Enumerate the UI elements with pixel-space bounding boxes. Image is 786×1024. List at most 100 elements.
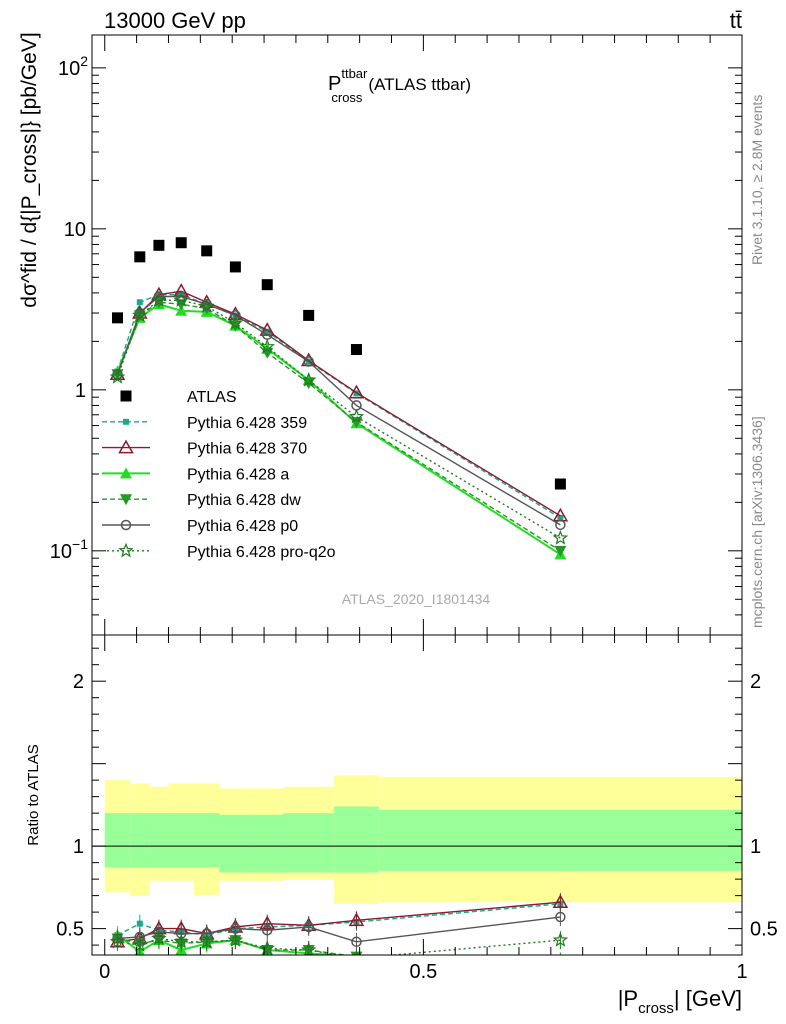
main-point-s4-9 xyxy=(554,545,567,557)
ratio-point-s5-7 xyxy=(300,941,317,955)
main-point-s6-4 xyxy=(198,298,215,313)
ratio-point-s1-8 xyxy=(348,912,365,927)
main-point-s6-6 xyxy=(259,338,275,354)
main-series-layer xyxy=(109,237,569,560)
ratio-ytick-label-left-2: 2 xyxy=(73,671,84,693)
title-sub: cross xyxy=(331,90,363,105)
main-point-s5-5 xyxy=(230,310,241,321)
ratio-point-s5-0 xyxy=(109,933,126,949)
main-point-s4-0 xyxy=(111,369,124,381)
legend-label-6: Pythia 6.428 pro-q2o xyxy=(187,544,336,561)
legend-marker-5 xyxy=(120,519,132,531)
xlabel-suffix: | [GeV] xyxy=(674,986,742,1011)
main-ytick-label-3: 102 xyxy=(58,53,88,80)
main-point-s0-0 xyxy=(111,312,123,324)
ratio-point-s5-1 xyxy=(132,936,148,952)
ratio-inner-band-7 xyxy=(283,813,335,873)
svg-text:dσ^fid / d{|P_cross|} [pb/GeV]: dσ^fid / d{|P_cross|} [pb/GeV] xyxy=(18,32,41,307)
ratio-series-line-2 xyxy=(116,934,348,955)
legend-label-4: Pythia 6.428 dw xyxy=(187,492,301,509)
ratio-ytick-label-right-0: 0.5 xyxy=(750,919,778,941)
legend-marker-0 xyxy=(120,390,132,402)
ratio-series-layer xyxy=(109,893,569,955)
ratio-point-s4-9 xyxy=(555,911,566,923)
ratio-inner-band-9 xyxy=(378,809,742,871)
ratio-point-s5-5 xyxy=(227,932,244,947)
main-point-s6-1 xyxy=(132,307,148,323)
ylabel-text: dσ^fid / d{|P_cross|} [pb/GeV] xyxy=(18,32,41,307)
ratio-point-s4-6 xyxy=(261,925,273,936)
ratio-point-s4-7 xyxy=(303,921,314,933)
main-point-s5-3 xyxy=(175,291,187,302)
ratio-inner-band-4 xyxy=(193,813,220,868)
main-point-s0-1 xyxy=(134,251,146,263)
title-suffix: (ATLAS ttbar) xyxy=(368,75,471,94)
ratio-ytick-label-right-2: 2 xyxy=(750,671,761,693)
title-main: P xyxy=(328,73,341,95)
main-point-s6-5 xyxy=(227,314,244,330)
main-point-s0-8 xyxy=(350,344,362,356)
ratio-inner-band-3 xyxy=(168,813,194,868)
main-series-line-5 xyxy=(116,295,561,526)
ratio-inner-band-6 xyxy=(251,814,284,873)
ratio-point-s1-9 xyxy=(552,894,569,908)
main-point-s0-4 xyxy=(201,245,213,257)
mcplots-label: mcplots.cern.ch [arXiv:1306.3436] xyxy=(749,416,765,628)
legend-label-2: Pythia 6.428 370 xyxy=(187,441,307,458)
main-series-line-4 xyxy=(116,301,561,552)
legend-marker-3 xyxy=(120,467,132,479)
ratio-inner-band-1 xyxy=(130,813,150,868)
ratio-xtick-label-2: 1 xyxy=(736,961,747,983)
main-point-s6-2 xyxy=(151,292,167,307)
xlabel-main: |P xyxy=(618,986,638,1011)
ratio-ytick-label-left-0: 0.5 xyxy=(56,919,84,941)
main-point-s5-2 xyxy=(153,291,165,302)
main-point-s0-6 xyxy=(261,279,273,291)
ratio-ytick-label-right-1: 1 xyxy=(750,836,761,858)
ratio-series-line-1 xyxy=(117,901,561,943)
ratio-point-s5-6 xyxy=(259,940,275,955)
main-point-s1-6 xyxy=(264,328,271,335)
legend: ATLAS Pythia 6.428 359 Pythia 6.428 370 Pyt… xyxy=(102,389,336,561)
main-point-s6-7 xyxy=(300,371,317,387)
main-plot-title: Pttbar cross (ATLAS ttbar) xyxy=(328,66,471,105)
main-point-s0-7 xyxy=(303,309,315,321)
main-series-line-3 xyxy=(116,303,561,556)
legend-marker-6 xyxy=(118,542,134,558)
main-point-s1-1 xyxy=(136,299,143,306)
main-ytick-label-1: 1 xyxy=(75,380,86,402)
main-series-line-6 xyxy=(116,299,561,539)
legend-marker-2 xyxy=(118,439,134,454)
analysis-watermark: ATLAS_2020_I1801434 xyxy=(342,591,491,607)
ratio-xtick-label-1: 0.5 xyxy=(409,961,437,983)
title-sup: ttbar xyxy=(341,66,368,81)
header-energy: 13000 GeV pp xyxy=(104,8,246,33)
legend-label-5: Pythia 6.428 p0 xyxy=(187,518,298,535)
rivet-version-label: Rivet 3.1.10, ≥ 2.8M events xyxy=(749,95,765,265)
main-ytick-label-0: 10−1 xyxy=(50,536,88,563)
main-point-s1-9 xyxy=(557,514,564,521)
ratio-inner-band-2 xyxy=(149,813,169,868)
main-ytick-label-2: 10 xyxy=(64,219,86,241)
ratio-xtick-label-0: 0 xyxy=(99,961,110,983)
ratio-ytick-label-left-1: 1 xyxy=(73,836,84,858)
ratio-y-axis-label: Ratio to ATLAS xyxy=(25,744,42,845)
main-point-s0-2 xyxy=(153,239,165,251)
main-point-s5-9 xyxy=(555,519,566,531)
main-point-s0-3 xyxy=(175,237,187,249)
ratio-series-line-0 xyxy=(117,903,561,936)
legend-marker-1 xyxy=(123,418,129,425)
ratio-point-s4-8 xyxy=(351,936,362,948)
ratio-point-s5-2 xyxy=(151,930,167,946)
main-point-s2-8 xyxy=(348,384,365,399)
main-point-s6-9 xyxy=(552,529,569,545)
x-axis-label: |Pcross| [GeV] xyxy=(618,986,742,1017)
main-point-s6-8 xyxy=(348,408,365,424)
legend-label-3: Pythia 6.428 a xyxy=(187,466,289,483)
legend-label-0: ATLAS xyxy=(187,389,237,406)
main-y-axis-label: dσ^fid / d{|P_cross|} [pb/GeV] xyxy=(18,32,41,307)
legend-label-1: Pythia 6.428 359 xyxy=(187,415,307,432)
ratio-series-line-4 xyxy=(117,916,561,943)
main-point-s0-9 xyxy=(554,478,566,490)
legend-marker-4 xyxy=(120,494,132,506)
